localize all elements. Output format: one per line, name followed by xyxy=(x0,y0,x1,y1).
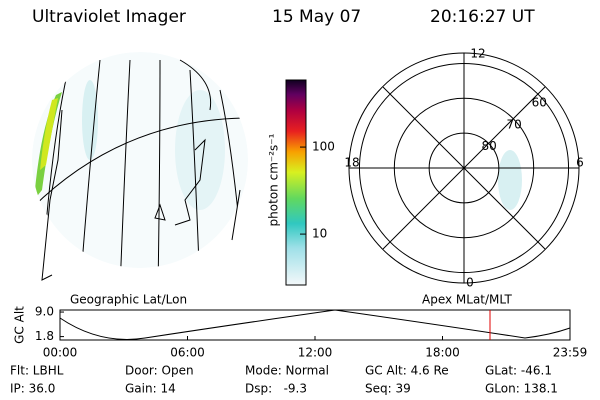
colorbar-ticks: 10 100 xyxy=(300,140,335,241)
lat-ring xyxy=(358,62,570,274)
polar-title: Apex MLat/MLT xyxy=(422,293,512,307)
map-title: Geographic Lat/Lon xyxy=(70,293,187,307)
status-field: Dsp: -9.3 xyxy=(245,382,307,396)
polar-grid xyxy=(348,52,580,284)
x-tick-label: 00:00 xyxy=(43,346,78,360)
lat-ring xyxy=(393,97,535,239)
colorbar xyxy=(285,79,307,286)
colorbar-label: photon cm⁻²s⁻¹ xyxy=(267,133,281,226)
colorbar-tick-label: 10 xyxy=(312,227,327,241)
lat-label: 80 xyxy=(481,139,496,153)
x-tick-label: 12:00 xyxy=(298,346,333,360)
status-field: Door: Open xyxy=(125,364,194,378)
status-field: Gain: 14 xyxy=(125,382,176,396)
mlt-label: 0 xyxy=(466,276,474,290)
status-field: Mode: Normal xyxy=(245,364,329,378)
mlt-label: 6 xyxy=(576,156,584,170)
mlt-label: 12 xyxy=(470,47,485,61)
lat-label: 60 xyxy=(532,96,547,110)
mlt-label: 18 xyxy=(344,156,359,170)
status-field: Flt: LBHL xyxy=(10,364,64,378)
lat-ring xyxy=(428,132,500,204)
status-field: IP: 36.0 xyxy=(10,382,55,396)
title: Ultraviolet Imager xyxy=(32,7,186,27)
y-tick-label: 9.0 xyxy=(35,305,54,319)
altitude-label: GC Alt xyxy=(13,306,27,344)
altitude-curve xyxy=(59,309,571,340)
x-tick-label: 23:59 xyxy=(553,346,588,360)
altitude-axes: 9.0 1.8 00:00 06:00 12:00 18:00 23:59 xyxy=(35,305,587,360)
footer: Flt: LBHL Door: Open Mode: Normal GC Alt: 4… xyxy=(10,364,558,396)
date: 15 May 07 xyxy=(272,7,361,27)
y-tick-label: 1.8 xyxy=(35,329,54,343)
status-field: GC Alt: 4.6 Re xyxy=(365,364,449,378)
colorbar-tick-label: 100 xyxy=(312,140,335,154)
altitude-frame xyxy=(59,309,571,341)
lat-label: 70 xyxy=(507,117,522,131)
status-field: GLat: -46.1 xyxy=(485,364,552,378)
status-field: Seq: 39 xyxy=(365,382,411,396)
x-tick-label: 18:00 xyxy=(425,346,460,360)
x-tick-label: 06:00 xyxy=(170,346,205,360)
map-image xyxy=(32,52,248,281)
status-field: GLon: 138.1 xyxy=(485,382,558,396)
time: 20:16:27 UT xyxy=(430,7,535,27)
